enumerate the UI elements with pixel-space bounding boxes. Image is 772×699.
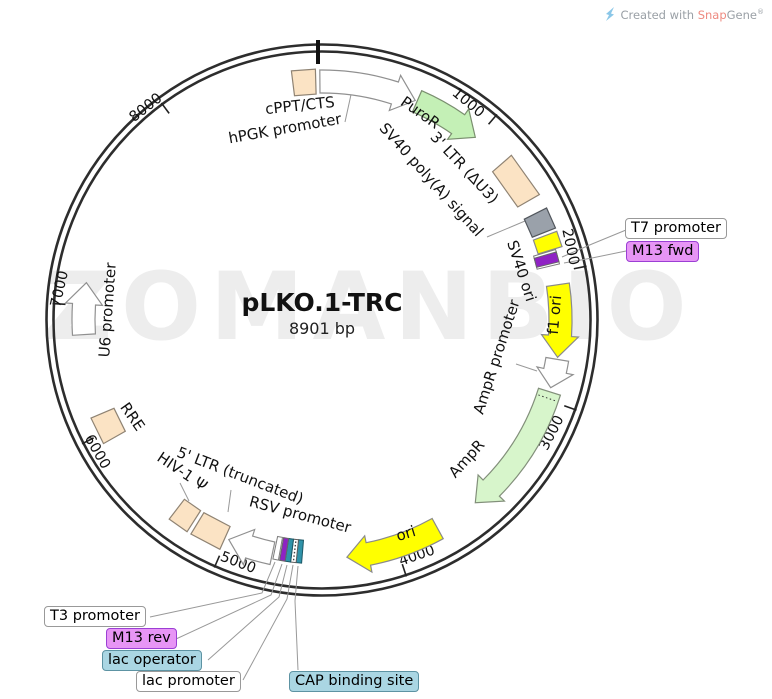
feature-hiv-psi[interactable] xyxy=(168,498,202,533)
plasmid-ring-inner xyxy=(52,50,592,590)
feature-rre[interactable] xyxy=(90,407,127,445)
leader-line xyxy=(294,565,299,671)
plasmid-title-block: pLKO.1-TRC 8901 bp xyxy=(182,288,462,338)
feature-label-f1-ori[interactable]: f1 ori xyxy=(544,295,565,336)
tick-label-2000: 2000 xyxy=(558,227,581,266)
tick-mark-7000 xyxy=(52,302,66,306)
feature-ampr-promoter[interactable] xyxy=(535,356,575,389)
feature-m13fwd-marker[interactable] xyxy=(533,251,560,268)
tick-mark-6000 xyxy=(81,437,94,445)
callout-t7-promoter[interactable]: T7 promoter xyxy=(625,218,727,239)
watermark-text: ZOMANBIO xyxy=(44,253,696,362)
tick-mark-8000 xyxy=(160,102,170,114)
leader-line xyxy=(175,563,283,640)
callout-lac-operator[interactable]: lac operator xyxy=(102,650,202,671)
feature-sv40-ori[interactable] xyxy=(532,230,563,255)
feature-m13rev-marker[interactable] xyxy=(279,537,290,562)
feature-rsv-promoter[interactable] xyxy=(227,528,276,567)
feature-sv40-polya[interactable] xyxy=(523,207,557,238)
credit-brand-gene: Gene xyxy=(726,7,757,22)
leader-line xyxy=(227,489,232,513)
credit-prefix: Created with xyxy=(620,7,695,22)
feature-label-sv40-ori[interactable]: SV40 ori xyxy=(503,238,540,304)
feature-label-ori[interactable]: ori xyxy=(394,522,418,545)
feature-ori[interactable] xyxy=(345,517,445,574)
callout-m13-fwd[interactable]: M13 fwd xyxy=(626,241,700,262)
callout-lac-promoter[interactable]: lac promoter xyxy=(136,671,241,692)
feature-label-ampr-promoter[interactable]: AmpR promoter xyxy=(470,297,524,417)
plasmid-ring-outer xyxy=(45,43,599,597)
snapgene-credit: Created with SnapGene® xyxy=(604,7,764,22)
tick-mark-3000 xyxy=(563,405,577,411)
leader-line xyxy=(486,220,526,238)
feature-u6-promoter[interactable] xyxy=(64,281,104,336)
callout-cap-binding-site[interactable]: CAP binding site xyxy=(289,671,420,692)
tick-label-8000: 8000 xyxy=(127,90,166,125)
snapgene-logo-icon xyxy=(606,7,615,21)
feature-three-ltr[interactable] xyxy=(491,154,541,208)
tick-mark-5000 xyxy=(213,555,221,568)
feature-cppt-cts[interactable] xyxy=(290,68,317,97)
feature-ampr[interactable] xyxy=(474,387,562,504)
feature-t3-marker[interactable] xyxy=(272,535,284,561)
credit-brand-snap: Snap xyxy=(697,7,727,22)
leader-line xyxy=(563,250,627,264)
registered-mark: ® xyxy=(757,7,764,16)
callout-m13-rev[interactable]: M13 rev xyxy=(106,628,177,649)
leader-line xyxy=(179,482,190,502)
leader-line xyxy=(242,564,294,681)
feature-f1-ori[interactable] xyxy=(540,282,580,359)
feature-label-ampr[interactable]: AmpR xyxy=(445,436,488,481)
plasmid-size: 8901 bp xyxy=(288,319,356,338)
tick-mark-1000 xyxy=(487,113,498,125)
tick-mark-2000 xyxy=(573,265,587,270)
tick-mark-4000 xyxy=(401,563,408,577)
feature-hpgk-promoter[interactable] xyxy=(319,69,417,112)
feature-five-ltr[interactable] xyxy=(190,511,231,551)
leader-line xyxy=(149,561,276,618)
plasmid-name: pLKO.1-TRC xyxy=(241,288,403,317)
leader-line xyxy=(515,363,538,372)
leader-line xyxy=(561,229,627,258)
feature-label-u6-promoter[interactable]: U6 promoter xyxy=(95,261,120,358)
leader-line xyxy=(207,564,288,661)
feature-puror[interactable] xyxy=(411,89,477,140)
callout-t3-promoter[interactable]: T3 promoter xyxy=(44,606,146,627)
